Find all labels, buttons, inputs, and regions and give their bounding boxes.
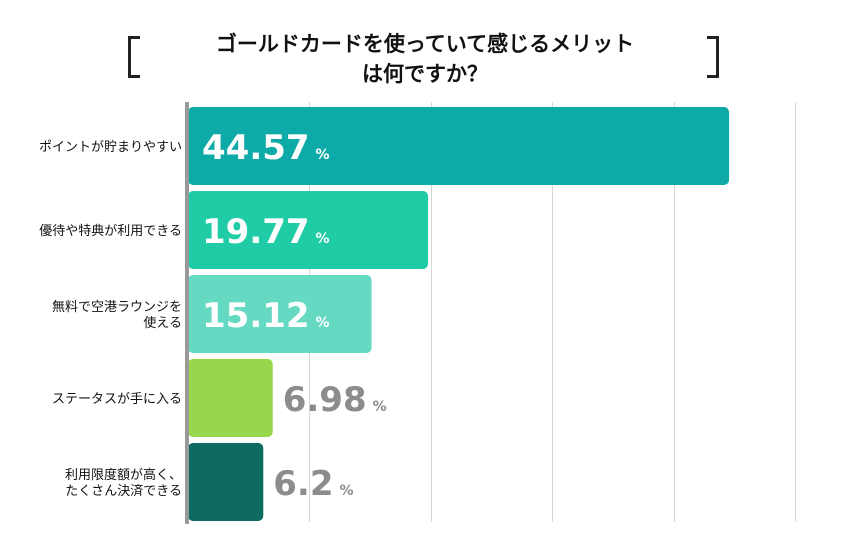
category-label: ステータスが手に入る bbox=[52, 392, 182, 407]
bar bbox=[188, 275, 372, 353]
data-label-unit: % bbox=[316, 231, 330, 247]
chart-title-line-1: ゴールドカードを使っていて感じるメリット bbox=[215, 32, 635, 56]
y-axis-line bbox=[185, 102, 189, 524]
title-bracket-right bbox=[707, 36, 719, 78]
title-bracket-left bbox=[128, 36, 140, 78]
data-label: 44.57% bbox=[202, 128, 330, 168]
category-label: ポイントが貯まりやすい bbox=[39, 140, 182, 155]
bar bbox=[188, 107, 730, 185]
category-label: 無料で空港ラウンジを bbox=[52, 300, 182, 315]
bar bbox=[188, 443, 264, 521]
data-label: 6.2% bbox=[273, 464, 353, 504]
data-label: 15.12% bbox=[202, 296, 330, 336]
bar bbox=[188, 359, 273, 437]
category-label: たくさん決済できる bbox=[65, 483, 182, 499]
category-label: 優待や特典が利用できる bbox=[39, 224, 182, 239]
chart-title-line-2: は何ですか？ bbox=[362, 62, 488, 86]
data-label-unit: % bbox=[340, 483, 354, 499]
data-label-unit: % bbox=[373, 399, 387, 415]
data-label: 6.98% bbox=[283, 380, 387, 420]
category-label: 使える bbox=[143, 315, 182, 331]
category-label: 利用限度額が高く、 bbox=[65, 467, 182, 483]
data-label: 19.77% bbox=[202, 212, 330, 252]
chart-title: ゴールドカードを使っていて感じるメリット は何ですか？ bbox=[0, 0, 850, 100]
data-label-unit: % bbox=[316, 147, 330, 163]
bar bbox=[188, 191, 429, 269]
data-label-unit: % bbox=[316, 315, 330, 331]
